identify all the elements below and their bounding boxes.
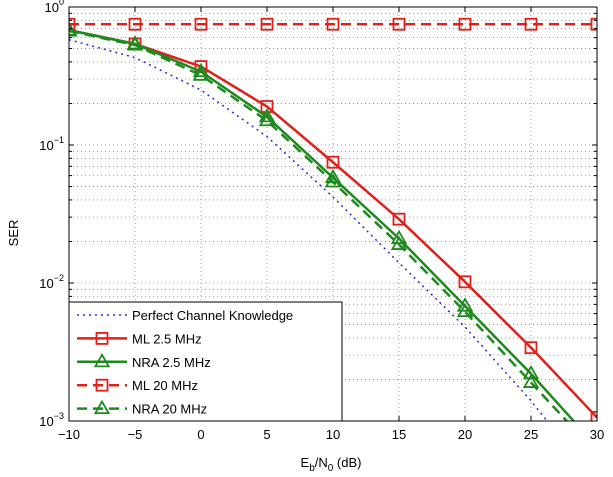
x-tick-label: 20 [458, 427, 472, 442]
x-axis-label-mid: /N [315, 455, 328, 470]
series-ml-20-mhz-marker [128, 17, 142, 31]
series-nra-20-mhz-marker [258, 111, 276, 127]
series-ml-20-mhz-marker [69, 17, 76, 31]
series-ml-20-mhz-marker [590, 17, 597, 31]
x-tick-label: 30 [590, 427, 604, 442]
x-axis-label-main: E [301, 455, 310, 470]
series-nra-20-mhz-marker [192, 66, 210, 81]
x-axis-label-sub2: 0 [328, 463, 334, 472]
x-tick-label: 10 [326, 427, 340, 442]
y-axis-label: SER [6, 220, 21, 247]
series-nra-20-mhz-marker [522, 373, 540, 388]
y-tick-label: 10−1 [39, 135, 64, 153]
series-ml-2-5-mhz-marker [326, 155, 340, 169]
series-ml-2-5-mhz-marker [392, 212, 406, 226]
series-ml-2-5-mhz-marker [524, 341, 538, 355]
series-nra-2-5-mhz-marker [258, 108, 276, 123]
y-tick-label: 10−3 [39, 411, 64, 429]
x-axis-label: Eb/N0 (dB) [301, 455, 362, 472]
series-ml-20-mhz-marker [194, 17, 208, 31]
series-nra-2-5-mhz-marker [192, 62, 210, 78]
series-ml-2-5-mhz-marker [458, 275, 472, 289]
series-ml-20-mhz-marker [260, 17, 274, 31]
series-nra-20-mhz-line [69, 29, 569, 421]
legend-ml-20-mhz: ML 20 MHz [77, 378, 198, 393]
y-tick-label: 10−2 [39, 273, 64, 291]
legend-perfect-channel-knowledge-label: Perfect Channel Knowledge [132, 308, 293, 323]
legend: Perfect Channel Knowledge ML 2.5 MHz NRA 2… [68, 301, 343, 422]
series-perfect-channel-knowledge [69, 38, 548, 421]
series-nra-20-mhz-marker [324, 173, 342, 188]
series-nra-20-mhz-marker [456, 302, 474, 318]
series-nra-20-mhz-marker [390, 235, 408, 250]
legend-ml-2-5-mhz-label: ML 2.5 MHz [132, 331, 202, 346]
legend-nra-2-5-mhz: NRA 2.5 MHz [77, 352, 211, 370]
x-tick-label: 5 [263, 427, 270, 442]
series-nra-2-5-mhz-marker [456, 297, 474, 312]
tick-labels: −10 −5 0 5 10 15 20 25 30 100 10−1 10−2 10−3 [39, 0, 604, 442]
legend-nra-20-mhz: NRA 20 MHz [77, 399, 207, 417]
x-axis-label-sub1: b [309, 463, 315, 472]
series-nra-20-mhz-marker [69, 22, 78, 37]
legend-perfect-channel-knowledge: Perfect Channel Knowledge [77, 308, 293, 323]
legend-nra-20-mhz-marker [93, 399, 111, 415]
legend-nra-20-mhz-label: NRA 20 MHz [132, 402, 207, 417]
series-ml-20-mhz-marker [524, 17, 538, 31]
series-nra-20-mhz [69, 22, 569, 421]
series-nra-2-5-mhz-line [69, 28, 576, 421]
series-ml-20-mhz-marker [392, 17, 406, 31]
legend-nra-2-5-mhz-label: NRA 2.5 MHz [132, 355, 211, 370]
x-tick-label: 0 [197, 427, 204, 442]
y-tick-label: 100 [45, 0, 64, 15]
series-nra-2-5-mhz-marker [522, 364, 540, 380]
x-tick-label: −10 [58, 427, 80, 442]
x-axis-label-tail: (dB) [333, 455, 361, 470]
legend-ml-20-mhz-label: ML 20 MHz [132, 378, 198, 393]
series-ml-2-5-mhz-line [69, 28, 597, 419]
series-layer [69, 17, 597, 421]
series-nra-20-mhz-marker [126, 36, 144, 51]
series-ml-20-mhz-marker [458, 17, 472, 31]
x-tick-label: −5 [128, 427, 143, 442]
x-tick-label: 25 [524, 427, 538, 442]
legend-ml-2-5-mhz-marker [95, 331, 109, 345]
x-tick-label: 15 [392, 427, 406, 442]
legend-nra-2-5-mhz-marker [93, 352, 111, 368]
series-ml-2-5-mhz-marker [590, 411, 597, 421]
legend-ml-2-5-mhz: ML 2.5 MHz [77, 331, 202, 346]
series-perfect-channel-knowledge-line [69, 38, 548, 421]
legend-ml-20-mhz-marker [95, 378, 109, 392]
series-ml-20-mhz [69, 17, 597, 31]
series-ml-20-mhz-marker [326, 17, 340, 31]
